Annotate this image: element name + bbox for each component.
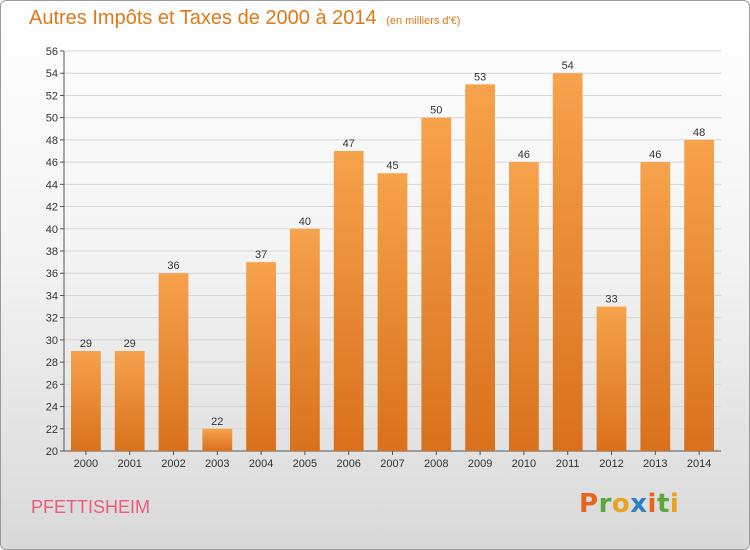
y-tick-label: 20 (46, 446, 58, 458)
data-label: 45 (386, 160, 398, 172)
data-label: 33 (605, 294, 617, 306)
x-tick-label: 2008 (424, 458, 448, 470)
data-label: 36 (167, 260, 179, 272)
title-text: Autres Impôts et Taxes de 2000 à 2014 (29, 7, 377, 29)
bar (290, 228, 320, 451)
bars (71, 73, 714, 452)
x-tick-label: 2000 (74, 458, 98, 470)
y-tick-label: 46 (46, 157, 58, 169)
y-tick-label: 52 (46, 90, 58, 102)
y-tick-label: 26 (46, 379, 58, 391)
y-tick-label: 42 (46, 202, 58, 214)
logo-letter: i (669, 489, 680, 519)
x-tick-label: 2010 (512, 458, 536, 470)
data-label: 50 (430, 105, 442, 117)
data-label: 22 (211, 416, 223, 428)
logo-letter: x (630, 489, 648, 519)
bar (465, 84, 495, 451)
data-label: 46 (649, 149, 661, 161)
bar (114, 351, 145, 451)
logo-letter: r (598, 489, 612, 519)
data-label: 54 (562, 60, 574, 72)
bar (158, 273, 189, 451)
chart-title: Autres Impôts et Taxes de 2000 à 2014 (e… (29, 7, 460, 30)
y-tick-label: 40 (46, 224, 58, 236)
x-tick-label: 2007 (380, 458, 404, 470)
y-tick-label: 28 (46, 357, 58, 369)
logo-letter: o (611, 489, 631, 519)
y-tick-label: 48 (46, 135, 58, 147)
y-tick-label: 34 (46, 290, 58, 302)
bar (333, 151, 364, 451)
x-tick-label: 2011 (556, 458, 580, 470)
x-tick-label: 2004 (249, 458, 273, 470)
bar (509, 162, 539, 451)
data-label: 48 (693, 127, 705, 139)
value-labels: 29 29 36 22 37 40 47 45 50 53 46 54 33 46 48 (80, 60, 705, 428)
data-label: 29 (80, 338, 92, 350)
y-tick-label: 38 (46, 246, 58, 258)
data-label: 40 (299, 216, 311, 228)
logo-letter: t (656, 489, 670, 519)
y-tick-label: 30 (46, 335, 58, 347)
y-tick-label: 56 (46, 46, 58, 58)
data-label: 37 (255, 249, 267, 261)
y-tick-label: 22 (46, 424, 58, 436)
bar (640, 162, 671, 451)
y-tick-label: 44 (46, 179, 58, 191)
bar (684, 139, 714, 451)
x-tick-label: 2014 (687, 458, 711, 470)
data-label: 29 (124, 338, 136, 350)
x-tick-label: 2001 (117, 458, 141, 470)
x-tick-label: 2006 (336, 458, 360, 470)
y-tick-label: 36 (46, 268, 58, 280)
y-tick-label: 54 (46, 68, 58, 80)
bar (202, 428, 233, 451)
x-tick-label: 2005 (293, 458, 317, 470)
data-label: 47 (343, 138, 355, 150)
logo-letter: i (647, 489, 657, 519)
bar (71, 351, 101, 451)
bar (552, 73, 583, 451)
x-tick-label: 2009 (468, 458, 492, 470)
x-tick-label: 2002 (161, 458, 185, 470)
bar (377, 173, 408, 451)
y-tick-label: 50 (46, 113, 58, 125)
data-label: 46 (518, 149, 530, 161)
logo-letter: P (579, 489, 599, 519)
bar (246, 262, 276, 451)
bar (596, 306, 627, 451)
x-tick-label: 2012 (599, 458, 623, 470)
y-tick-label: 32 (46, 313, 58, 325)
x-tick-label: 2003 (205, 458, 229, 470)
bar (421, 117, 452, 452)
unit-label: (en milliers d'€) (386, 15, 461, 27)
commune-name: PFETTISHEIM (31, 497, 151, 517)
proxiti-logo[interactable]: Proxiti (579, 489, 679, 519)
data-label: 53 (474, 71, 486, 83)
x-tick-label: 2013 (643, 458, 667, 470)
y-tick-label: 24 (46, 402, 58, 414)
